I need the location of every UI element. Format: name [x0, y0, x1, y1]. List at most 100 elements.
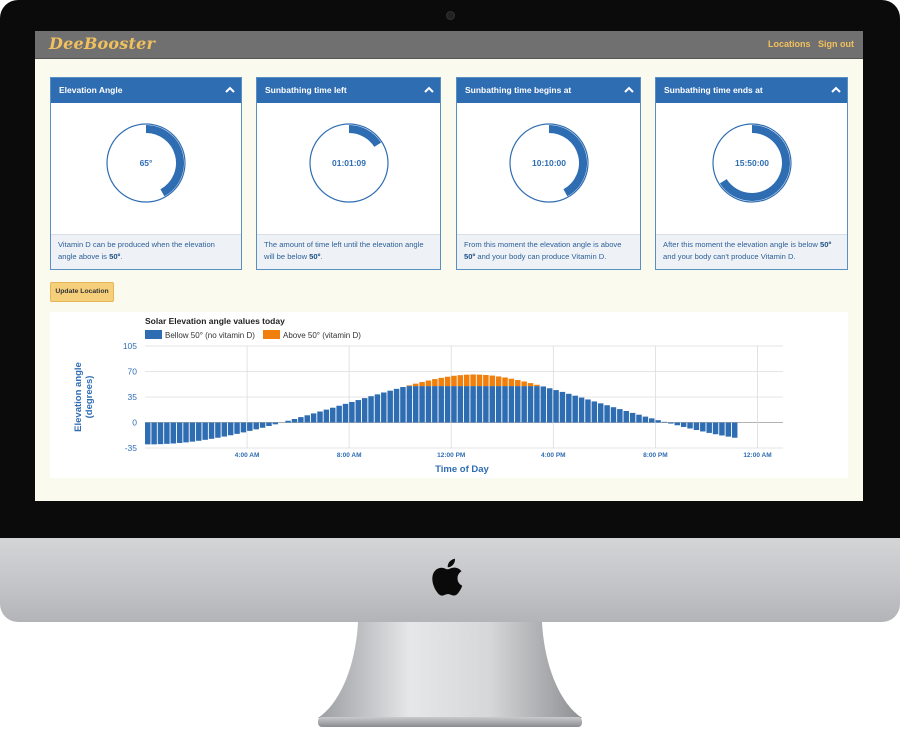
- bar-below-threshold: [419, 386, 425, 423]
- bar-below-threshold: [208, 422, 215, 439]
- bar-below-threshold: [706, 422, 712, 433]
- brand-logo[interactable]: DeeBooster: [49, 34, 156, 53]
- bar-above-threshold: [527, 383, 534, 387]
- bar-below-threshold: [527, 386, 534, 423]
- bar-below-threshold: [381, 392, 387, 423]
- bar-below-threshold: [298, 417, 304, 423]
- bar-below-threshold: [330, 407, 336, 423]
- bar-below-threshold: [470, 386, 476, 423]
- bar-below-threshold: [731, 422, 738, 438]
- bar-below-threshold: [349, 401, 355, 423]
- card-header: Sunbathing time left: [257, 78, 440, 103]
- card-sunbathing-time-left: Sunbathing time left 01:01:09 The amount…: [256, 77, 441, 270]
- bar-below-threshold: [623, 410, 629, 423]
- gauge-progress-arc: [548, 125, 587, 197]
- bar-below-threshold: [285, 420, 291, 423]
- bar-below-threshold: [202, 422, 208, 440]
- chevron-up-icon[interactable]: [225, 86, 235, 94]
- bar-below-threshold: [196, 422, 202, 441]
- bar-below-threshold: [266, 422, 272, 426]
- bar-below-threshold: [649, 418, 655, 423]
- bar-below-threshold: [617, 409, 623, 423]
- bar-above-threshold: [406, 385, 413, 387]
- bar-below-threshold: [610, 407, 617, 423]
- card-title: Sunbathing time ends at: [664, 85, 763, 95]
- chevron-up-icon[interactable]: [424, 86, 434, 94]
- bar-below-threshold: [655, 420, 661, 423]
- nav-link-sign-out[interactable]: Sign out: [818, 39, 854, 49]
- bar-below-threshold: [368, 396, 374, 423]
- card-footer-text: The amount of time left until the elevat…: [264, 240, 424, 261]
- gauge-value: 15:50:00: [734, 158, 768, 168]
- x-tick-label: 8:00 PM: [643, 452, 668, 459]
- bar-above-threshold: [412, 383, 419, 387]
- bar-below-threshold: [476, 386, 483, 423]
- update-location-button[interactable]: Update Location: [50, 282, 114, 302]
- legend-label[interactable]: Bellow 50° (no vitamin D): [165, 331, 255, 340]
- x-tick-label: 8:00 AM: [337, 452, 362, 459]
- bar-below-threshold: [272, 422, 279, 425]
- legend-label[interactable]: Above 50° (vitamin D): [283, 331, 361, 340]
- card-footer-text: After this moment the elevation angle is…: [663, 240, 821, 249]
- bar-above-threshold: [483, 374, 489, 387]
- bar-below-threshold: [189, 422, 196, 442]
- gauge-ring: [711, 123, 792, 203]
- bar-below-threshold: [629, 412, 636, 423]
- bar-below-threshold: [483, 386, 489, 423]
- bar-above-threshold: [534, 384, 540, 387]
- monitor-stand: [318, 622, 582, 727]
- bar-below-threshold: [521, 386, 527, 423]
- bar-below-threshold: [227, 422, 234, 436]
- card-footer-bold: 50º: [464, 252, 476, 261]
- bar-below-threshold: [566, 393, 572, 423]
- x-tick-label: 12:00 AM: [743, 452, 771, 459]
- legend-swatch: [263, 330, 280, 339]
- gauge-progress-arc: [719, 125, 790, 201]
- legend-swatch: [145, 330, 162, 339]
- bar-below-threshold: [317, 411, 323, 423]
- bar-below-threshold: [591, 401, 598, 423]
- bar-below-threshold: [540, 386, 547, 423]
- bar-below-threshold: [336, 405, 342, 423]
- bar-below-threshold: [253, 422, 259, 430]
- card-title: Elevation Angle: [59, 85, 123, 95]
- bar-below-threshold: [304, 415, 310, 423]
- chevron-up-icon[interactable]: [831, 86, 841, 94]
- bar-below-threshold: [387, 390, 393, 423]
- card-header: Sunbathing time ends at: [656, 78, 847, 103]
- bar-below-threshold: [240, 422, 247, 433]
- card-title: Sunbathing time left: [265, 85, 347, 95]
- bar-below-threshold: [164, 422, 170, 444]
- gauge-value: 01:01:09: [331, 158, 365, 168]
- bar-above-threshold: [464, 374, 470, 387]
- chart-panel: 105 70 35 0 -35 4:00 AM 8:00 AM 12:00 PM 4:00 PM…: [50, 312, 848, 478]
- bar-below-threshold: [247, 422, 253, 431]
- y-axis-title: Elevation angle(degrees): [73, 362, 95, 432]
- bar-above-threshold: [521, 381, 527, 387]
- chevron-up-icon[interactable]: [624, 86, 634, 94]
- bar-below-threshold: [234, 422, 240, 434]
- app-screen: DeeBooster Locations Sign out Elevation …: [35, 31, 863, 501]
- bar-below-threshold: [374, 394, 381, 423]
- card-footer-end: .: [320, 252, 323, 261]
- bar-below-threshold: [432, 386, 438, 423]
- ends-at-gauge: 15:50:00: [711, 123, 792, 203]
- bar-below-threshold: [674, 422, 681, 426]
- bar-below-threshold: [515, 386, 521, 423]
- card-footer-bold: 50º: [109, 252, 121, 261]
- bar-above-threshold: [451, 375, 457, 387]
- bar-below-threshold: [546, 388, 553, 423]
- bar-below-threshold: [700, 422, 706, 432]
- bar-below-threshold: [553, 390, 559, 423]
- bar-below-threshold: [636, 414, 642, 423]
- y-tick-label: -35: [125, 443, 138, 453]
- bar-below-threshold: [438, 386, 444, 423]
- bar-below-threshold: [687, 422, 693, 429]
- bar-below-threshold: [489, 386, 495, 423]
- bar-above-threshold: [419, 382, 425, 387]
- card-footer: After this moment the elevation angle is…: [656, 234, 847, 269]
- nav-link-locations[interactable]: Locations: [768, 39, 811, 49]
- bar-below-threshold: [534, 386, 540, 423]
- bar-below-threshold: [425, 386, 432, 423]
- gauge-progress-arc: [348, 125, 381, 148]
